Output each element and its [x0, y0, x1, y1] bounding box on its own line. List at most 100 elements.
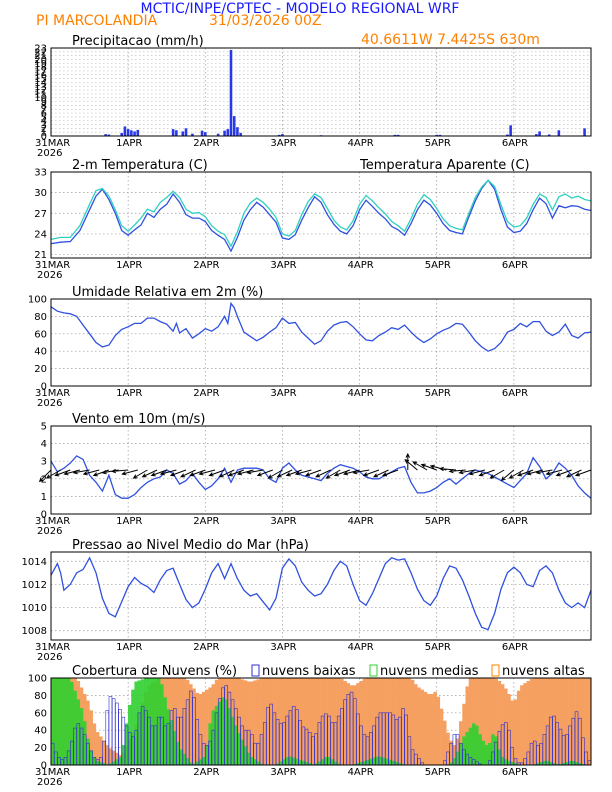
cloud-bar-high — [404, 677, 408, 766]
precip-bar — [557, 130, 561, 136]
x-tick-label: 1APR — [116, 642, 142, 653]
x-tick-label: 6APR — [502, 260, 528, 271]
x-tick-label: 2APR — [193, 642, 219, 653]
cloud-bar-high — [99, 736, 103, 766]
x-tick-label: 31MAR — [35, 388, 70, 399]
precip-bar — [191, 133, 194, 136]
y-tick-label: 2 — [41, 474, 47, 485]
y-tick-label: 14 — [34, 78, 47, 89]
x-tick-label: 6APR — [502, 642, 528, 653]
wind-arrow — [276, 469, 293, 478]
cloud-bar-high — [256, 679, 261, 766]
precip-bar — [281, 134, 284, 136]
y-tick-label: 8 — [41, 101, 47, 112]
cloud-bar-high — [542, 677, 547, 766]
legend-apparent-temperature: Temperatura Aparente (C) — [359, 158, 530, 173]
precip-bar — [171, 129, 175, 136]
cloud-bar-mid — [491, 734, 495, 766]
cloud-bar-mid — [201, 757, 206, 766]
precip-bar — [396, 134, 400, 136]
wind-arrow — [294, 469, 312, 476]
y-tick-label: 2 — [41, 124, 47, 135]
cloud-bar-mid — [50, 677, 55, 766]
wind-arrow — [362, 469, 380, 477]
cloud-bar-high — [449, 740, 453, 766]
precip-bar — [239, 132, 242, 136]
panel-humidity: 0 20 40 60 80 100 31MAR 1APR 2APR 3APR 4APR 5APR 6AP… — [28, 285, 592, 409]
panel-precip: 0123456789101112131415161718192021222331… — [34, 34, 592, 159]
cloud-bar-high — [420, 689, 425, 766]
cloud-bar-mid — [227, 708, 232, 766]
cloud-bar-high — [561, 677, 566, 766]
cloud-bar-mid — [230, 716, 235, 766]
y-tick-label: 18 — [34, 63, 47, 74]
x-year-label: 2026 — [37, 777, 62, 788]
x-tick-label: 5APR — [425, 767, 451, 778]
cloud-bar-high — [369, 677, 373, 766]
wind-arrow — [82, 469, 100, 476]
x-tick-label: 4APR — [348, 642, 374, 653]
x-tick-label: 3APR — [270, 138, 296, 149]
x-tick-label: 31MAR — [35, 642, 70, 653]
cloud-bar-mid — [459, 742, 463, 766]
cloud-bar-mid — [237, 733, 241, 766]
wind-arrow — [304, 469, 322, 477]
cloud-bar-high — [391, 677, 396, 766]
precip-bar — [509, 125, 512, 136]
wind-arrow — [352, 469, 370, 475]
cloud-bar-mid — [240, 739, 245, 766]
cloud-bar-high — [352, 685, 357, 766]
cloud-bar-mid — [121, 745, 126, 766]
cloud-bar-mid — [185, 758, 190, 766]
precip-bar — [547, 134, 551, 136]
cloud-bar-high — [417, 687, 421, 766]
cloud-bar-high — [295, 677, 299, 766]
cloud-bar-mid — [365, 759, 370, 766]
cloud-bar-mid — [285, 757, 290, 766]
wind-arrow — [468, 469, 486, 476]
y-tick-label: 40 — [34, 347, 47, 358]
wind-arrow — [565, 469, 582, 478]
legend-swatch-0 — [251, 664, 260, 677]
precip-bar — [181, 131, 185, 136]
cloud-bar-high — [504, 688, 508, 766]
cloud-bar-high — [272, 677, 277, 766]
cloud-bar-mid — [545, 760, 550, 766]
x-year-label: 2026 — [37, 148, 62, 159]
cloud-bar-high — [333, 677, 338, 766]
cloud-bar-mid — [475, 725, 479, 766]
wind-arrow — [526, 469, 543, 476]
cloud-bar-mid — [224, 699, 228, 766]
wind-arrow — [500, 469, 515, 482]
precip-bar — [277, 134, 281, 136]
cloud-bar-mid — [372, 757, 376, 766]
wind-arrow — [574, 469, 592, 477]
cloud-bar-high — [330, 677, 335, 766]
legend-swatch-1 — [369, 664, 378, 677]
cloud-bar-mid — [504, 759, 508, 766]
cloud-bar-high — [381, 677, 386, 766]
x-tick-label: 31MAR — [35, 516, 70, 527]
cloud-bar-high — [282, 677, 286, 766]
cloud-bar-mid — [571, 760, 576, 766]
y-tick-label: 22 — [34, 47, 47, 58]
y-tick-label: 20 — [34, 364, 47, 375]
wind-arrow — [236, 469, 254, 476]
cloud-bar-high — [378, 677, 383, 766]
wind-arrow — [132, 469, 148, 479]
cloud-bar-mid — [500, 757, 505, 766]
cloud-bar-mid — [156, 677, 161, 766]
wind-arrow — [92, 469, 110, 477]
wind-arrow — [141, 469, 158, 478]
x-tick-label: 31MAR — [35, 767, 70, 778]
x-tick-label: 5APR — [425, 138, 451, 149]
precip-bar — [535, 134, 538, 136]
cloud-bar-high — [397, 677, 402, 766]
y-tick-label: 21 — [34, 250, 47, 261]
wind-arrow — [420, 463, 437, 471]
cloud-bar-mid — [327, 757, 331, 766]
cloud-bar-mid — [221, 697, 225, 766]
x-tick-label: 6APR — [502, 138, 528, 149]
cloud-bar-mid — [147, 677, 151, 766]
cloud-bar-mid — [487, 742, 492, 766]
